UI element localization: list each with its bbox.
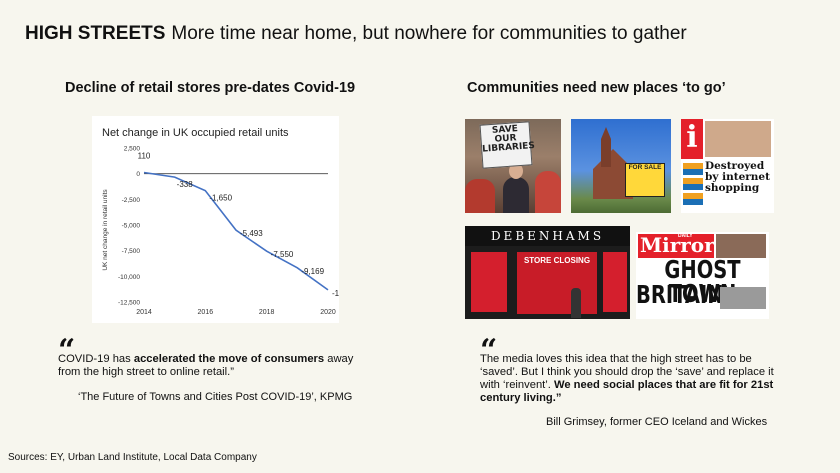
sources: Sources: EY, Urban Land Institute, Local… <box>8 452 257 463</box>
left-quote-bold: accelerated the move of consumers <box>133 353 325 365</box>
debenhams-photo: DEBENHAMS STORE CLOSING <box>465 226 630 319</box>
i-newspaper-photo: i Destroyed by internet shopping <box>681 119 774 213</box>
chart-series-line <box>143 171 329 291</box>
left-quote-p1: COVID-19 has <box>58 353 134 365</box>
retail-chart-panel: Net change in UK occupied retail units U… <box>92 116 359 323</box>
chart-y-tick-label: -7,500 <box>122 248 141 255</box>
left-quote-p3: away from the high street to online reta… <box>58 353 354 378</box>
chart-data-label: -9,169 <box>301 267 324 276</box>
right-attribution: Bill Grimsey, former CEO Iceland and Wic… <box>546 416 768 428</box>
chart-x-tick-label: 2020 <box>320 309 336 316</box>
chart-y-tick-label: 2,500 <box>124 146 141 153</box>
mirror-logo: Mirror <box>638 233 715 258</box>
right-quote-p1: The media loves this idea that the high … <box>480 353 774 391</box>
mirror-headline-2: BRITAIN <box>636 280 724 309</box>
protest-sign: SAVE OUR LIBRARIES <box>479 121 535 169</box>
chart-y-tick-label: -2,500 <box>122 197 141 204</box>
left-quote-text: COVID-19 has accelerated the move of con… <box>58 353 368 379</box>
chart-data-label: -338 <box>177 180 194 189</box>
chart-y-tick-label: 0 <box>136 171 140 178</box>
right-quote-bold: We need social places that are fit for 2… <box>480 379 774 404</box>
right-quote-mark: “ <box>480 333 498 368</box>
chart-y-label: UK net change in retail units <box>102 189 109 271</box>
chart-y-tick-label: -10,000 <box>118 274 140 281</box>
left-quote-mark: “ <box>58 333 76 368</box>
chart-data-label: -11,319 <box>332 289 339 298</box>
chart-y-tick-label: -5,000 <box>122 223 141 230</box>
mirror-daily: DAILY <box>678 233 693 239</box>
chart-title: Net change in UK occupied retail units <box>102 127 289 139</box>
title-rest: More time near home, but nowhere for com… <box>171 23 687 44</box>
chart-x-tick-label: 2014 <box>136 309 152 316</box>
page-title: HIGH STREETS More time near home, but now… <box>25 23 687 45</box>
church-photo: FOR SALE <box>571 119 671 213</box>
left-subtitle: Decline of retail stores pre-dates Covid… <box>65 80 356 96</box>
chart-data-label: -5,493 <box>240 229 263 238</box>
chart-y-tick-label: -12,500 <box>118 300 140 307</box>
chart-data-label: -7,550 <box>271 250 294 259</box>
chart-x-tick-label: 2018 <box>259 309 275 316</box>
retail-chart: Net change in UK occupied retail units U… <box>102 127 359 316</box>
chart-data-label: 110 <box>138 152 151 161</box>
left-attribution: ‘The Future of Towns and Cities Post COV… <box>78 391 353 403</box>
right-quote-text: The media loves this idea that the high … <box>480 353 785 405</box>
i-logo: i <box>681 119 703 159</box>
chart-data-label: -1,650 <box>209 194 232 203</box>
debenhams-sign: DEBENHAMS <box>465 226 630 246</box>
store-closing-sign: STORE CLOSING <box>523 256 591 265</box>
i-headline: Destroyed by internet shopping <box>705 160 770 194</box>
mirror-headline-1: GHOST TOWN <box>664 255 741 308</box>
title-bold: HIGH STREETS <box>25 23 166 44</box>
right-subtitle: Communities need new places ‘to go’ <box>467 80 726 96</box>
chart-x-tick-label: 2016 <box>198 309 214 316</box>
mirror-photo: Mirror DAILY GHOST TOWN BRITAIN <box>636 232 769 319</box>
protest-photo: SAVE OUR LIBRARIES <box>465 119 561 213</box>
for-sale-sign: FOR SALE <box>625 163 665 197</box>
